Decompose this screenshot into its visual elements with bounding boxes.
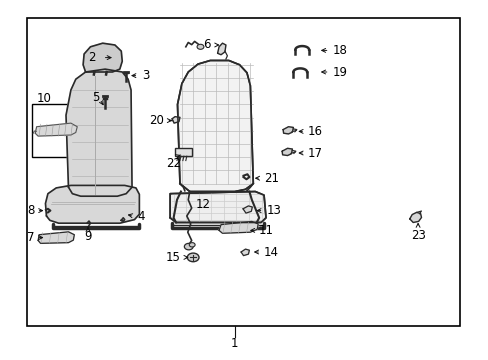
Text: 6: 6: [203, 39, 210, 51]
Text: 9: 9: [84, 230, 92, 243]
Polygon shape: [241, 249, 249, 256]
Polygon shape: [219, 221, 258, 233]
Polygon shape: [170, 192, 265, 222]
Circle shape: [189, 243, 195, 247]
Circle shape: [184, 243, 193, 250]
Text: 3: 3: [142, 69, 149, 82]
Text: 4: 4: [137, 210, 144, 222]
Polygon shape: [177, 60, 253, 192]
Bar: [32, 104, 107, 157]
Bar: [27, 18, 459, 326]
Text: 12: 12: [195, 198, 210, 211]
Text: 13: 13: [266, 204, 281, 217]
Text: 5: 5: [91, 91, 99, 104]
Text: 22: 22: [166, 157, 181, 170]
Text: 17: 17: [307, 147, 323, 159]
Polygon shape: [243, 206, 252, 213]
Text: 16: 16: [307, 125, 323, 138]
Polygon shape: [172, 117, 180, 123]
Polygon shape: [83, 43, 122, 72]
Text: 1: 1: [230, 337, 238, 350]
Polygon shape: [217, 43, 225, 55]
Polygon shape: [38, 232, 74, 243]
Polygon shape: [409, 212, 421, 222]
Text: 18: 18: [332, 44, 346, 57]
Text: 14: 14: [264, 246, 279, 258]
Circle shape: [197, 44, 203, 49]
Text: 20: 20: [149, 114, 163, 127]
Text: 10: 10: [37, 93, 51, 105]
Text: 23: 23: [410, 229, 425, 242]
Polygon shape: [282, 148, 292, 156]
Bar: [175, 148, 191, 156]
Text: 19: 19: [332, 66, 347, 78]
Polygon shape: [35, 123, 77, 136]
Circle shape: [187, 253, 199, 262]
Text: 8: 8: [27, 204, 34, 217]
Text: 15: 15: [166, 251, 181, 264]
Text: 21: 21: [264, 172, 279, 185]
Text: 7: 7: [27, 231, 34, 244]
Text: 2: 2: [88, 51, 95, 64]
Polygon shape: [66, 69, 132, 196]
Polygon shape: [45, 185, 139, 223]
Text: 11: 11: [259, 224, 274, 237]
Polygon shape: [283, 127, 293, 134]
